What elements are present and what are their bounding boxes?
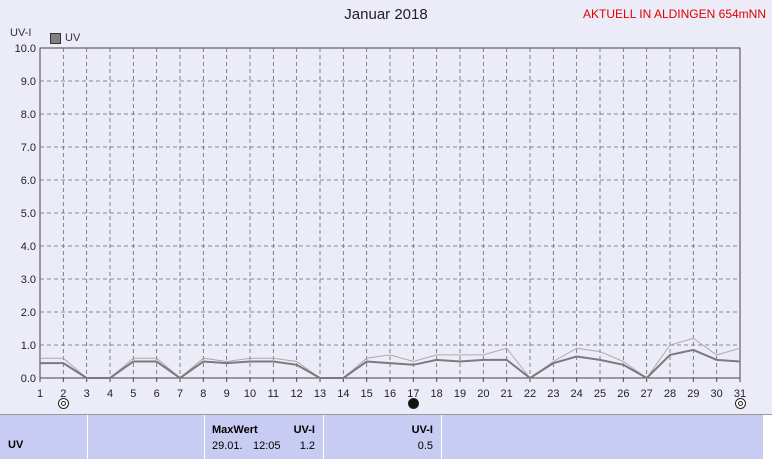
full-moon-icon (735, 398, 746, 409)
legend: UV (50, 32, 80, 44)
y-tick-label: 9.0 (21, 76, 36, 88)
y-tick-label: 8.0 (21, 109, 36, 121)
x-tick-label: 22 (524, 388, 536, 400)
x-tick-label: 18 (431, 388, 443, 400)
series-uv-max-line (40, 337, 741, 379)
x-tick-label: 16 (384, 388, 396, 400)
x-tick-label: 13 (314, 388, 326, 400)
filler-cell (442, 415, 764, 459)
x-tick-label: 8 (200, 388, 206, 400)
y-tick-label: 4.0 (21, 241, 36, 253)
x-tick-label: 17 (407, 388, 419, 400)
uv-chart: 0.01.02.03.04.05.06.07.08.09.010.01 2 3 4 5 6… (15, 43, 747, 400)
x-tick-label: 6 (154, 388, 160, 400)
x-tick-label: 28 (664, 388, 676, 400)
maxwert-cell: MaxWert UV-I 29.01. 12:05 1.2 (205, 415, 324, 459)
unit-label-2: UV-I (411, 424, 433, 436)
x-tick-label: 3 (84, 388, 90, 400)
mean-value: 0.5 (417, 440, 433, 452)
x-tick-label: 24 (571, 388, 583, 400)
x-tick-label: 30 (711, 388, 723, 400)
x-tick-label: 9 (224, 388, 230, 400)
legend-label: UV (65, 32, 81, 44)
x-tick-label: 19 (454, 388, 466, 400)
mean-cell: UV-I 0.5 (324, 415, 442, 459)
legend-swatch (50, 32, 61, 44)
y-tick-label: 5.0 (21, 208, 36, 220)
max-value: 1.2 (299, 440, 315, 452)
y-tick-label: 7.0 (21, 142, 36, 154)
y-axis-label: UV-I (10, 27, 32, 39)
x-tick-label: 29 (687, 388, 699, 400)
maxwert-label: MaxWert (212, 424, 258, 436)
x-tick-label: 26 (617, 388, 629, 400)
full-moon-icon (58, 398, 70, 409)
new-moon-icon (408, 398, 420, 409)
y-tick-label: 3.0 (21, 274, 36, 286)
x-tick-label: 12 (291, 388, 303, 400)
row-label-cell: UV (0, 415, 88, 459)
x-tick-label: 1 (37, 388, 43, 400)
x-tick-label: 15 (361, 388, 373, 400)
y-tick-label: 0.0 (21, 373, 36, 385)
x-tick-label: 27 (641, 388, 653, 400)
x-tick-label: 4 (107, 388, 113, 400)
x-tick-label: 31 (734, 388, 746, 400)
x-tick-label: 14 (337, 388, 349, 400)
station-label: AKTUELL IN ALDINGEN 654mNN (583, 7, 766, 21)
y-tick-label: 6.0 (21, 175, 36, 187)
series-uv-line (40, 348, 741, 380)
unit-label-1: UV-I (293, 424, 315, 436)
summary-table: UV MaxWert UV-I 29.01. 12:05 1.2 UV-I 0.… (0, 414, 772, 459)
x-tick-label: 23 (547, 388, 559, 400)
y-tick-label: 1.0 (21, 340, 36, 352)
x-tick-label: 7 (177, 388, 183, 400)
max-date: 29.01. (212, 440, 243, 452)
empty-cell (88, 415, 205, 459)
max-time: 12:05 (253, 440, 281, 452)
x-tick-label: 21 (501, 388, 513, 400)
x-tick-label: 2 (60, 388, 66, 400)
x-tick-label: 10 (244, 388, 256, 400)
x-tick-label: 25 (594, 388, 606, 400)
y-tick-label: 10.0 (15, 43, 36, 55)
x-tick-label: 11 (268, 388, 279, 400)
chart-title: Januar 2018 (344, 6, 428, 23)
y-tick-label: 2.0 (21, 307, 36, 319)
x-tick-label: 5 (130, 388, 136, 400)
x-tick-label: 20 (477, 388, 489, 400)
row-label: UV (8, 439, 24, 451)
